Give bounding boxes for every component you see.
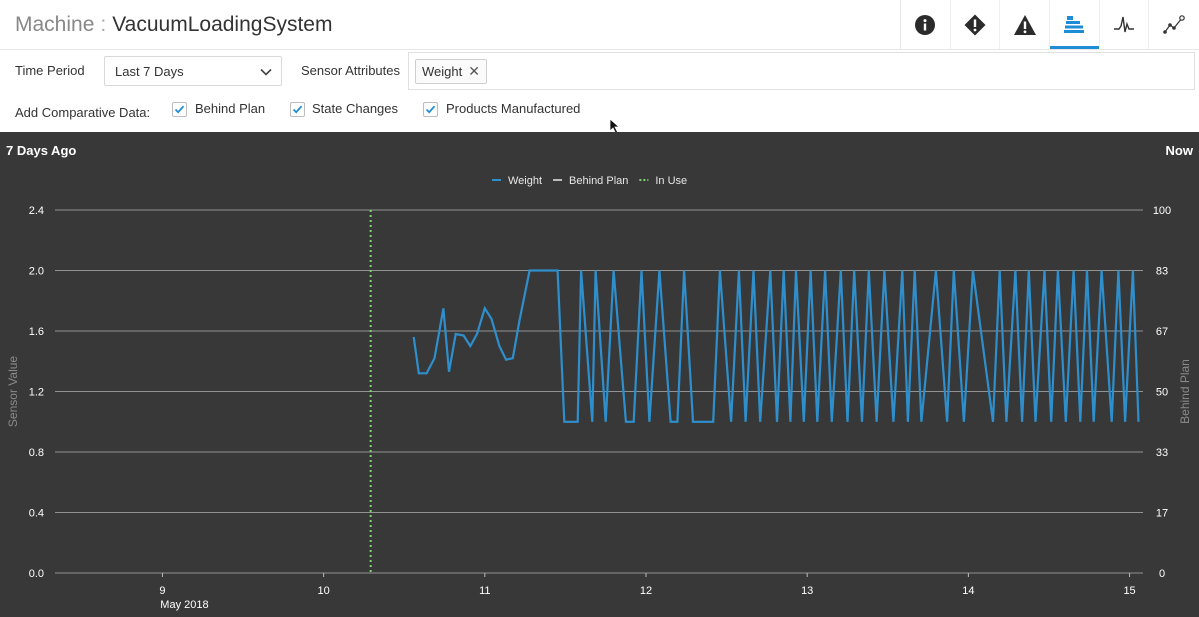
behind-plan-checkbox-label[interactable]: Behind Plan [195,101,266,116]
state-changes-checkbox-label[interactable]: State Changes [312,101,399,116]
range-start-label: 7 Days Ago [6,143,77,158]
attribute-chip-label: Weight [422,64,463,79]
behind-plan-checkbox[interactable] [172,102,187,117]
weight-series-line [412,269,1140,423]
y-tick-label-right: 67 [1156,326,1168,338]
y-tick-label-left: 0.8 [29,447,44,459]
time-period-value: Last 7 Days [115,64,184,79]
products-manufactured-checkbox-label[interactable]: Products Manufactured [446,101,581,116]
y-tick-label-left: 2.4 [29,205,44,217]
state-changes-checkbox[interactable] [290,102,305,117]
products-manufactured-checkbox[interactable] [423,102,438,117]
warning-button[interactable] [1000,0,1050,49]
legend-label: Weight [508,175,542,187]
y-tick-label-left: 0.0 [29,568,44,580]
y-tick-label-left: 1.2 [29,387,44,399]
view-toolbar [899,0,1199,49]
check-icon [425,105,436,114]
legend-label: In Use [655,175,687,187]
x-tick-label: 12 [640,585,652,597]
x-tick-label: 11 [479,585,490,597]
waveform-icon [1113,16,1134,32]
x-tick-label: 13 [801,585,813,597]
x-tick-sublabel: May 2018 [160,599,208,611]
range-end-label: Now [1165,143,1193,158]
attribute-chip-weight: Weight ✕ [415,59,487,84]
title-prefix: Machine [15,13,95,36]
check-icon [292,105,303,114]
page-header: Machine: VacuumLoadingSystem [0,0,1199,50]
y-tick-label-left: 1.6 [29,326,44,338]
check-icon [174,105,185,114]
scatter-icon [1163,14,1185,34]
remove-chip-icon[interactable]: ✕ [468,63,480,79]
diamond-alert-button[interactable] [951,0,1001,49]
x-tick-label: 9 [159,585,165,597]
x-tick-label: 10 [318,585,330,597]
y-tick-label-right: 33 [1156,447,1168,459]
x-tick-label: 15 [1123,585,1135,597]
y-tick-label-left: 0.4 [29,508,44,520]
y-tick-label-right: 100 [1153,205,1171,217]
y-tick-label-right: 83 [1156,266,1168,278]
title-separator: : [100,13,107,36]
info-icon [915,14,936,35]
layers-button[interactable] [1049,0,1100,49]
sensor-attributes-label: Sensor Attributes [301,63,400,78]
page-title: Machine: VacuumLoadingSystem [15,11,332,39]
chevron-down-icon [260,68,272,76]
y-tick-label-right: 0 [1159,568,1165,580]
chart-panel: 7 Days Ago Now 0.0 0 0.4 17 0.8 33 1.2 50 1.6 67 2… [0,132,1199,617]
sensor-attributes-input[interactable]: Weight ✕ [408,52,1195,90]
y-axis-title-right: Behind Plan [1178,359,1192,424]
chart-legend: Weight Behind Plan In Use [492,175,687,187]
y-tick-label-left: 2.0 [29,266,44,278]
time-period-label: Time Period [15,63,85,78]
x-tick-label: 14 [962,585,974,597]
warning-icon [1013,14,1036,35]
waveform-button[interactable] [1100,0,1150,49]
y-tick-label-right: 50 [1156,387,1168,399]
info-button[interactable] [901,0,951,49]
comparative-data-label: Add Comparative Data: [15,105,151,120]
y-axis-title-left: Sensor Value [6,356,20,427]
time-period-select[interactable]: Last 7 Days [104,56,282,86]
legend-label: Behind Plan [569,175,628,187]
layers-icon [1064,15,1085,33]
diamond-alert-icon [964,14,986,35]
sensor-line-chart: 0.0 0 0.4 17 0.8 33 1.2 50 1.6 67 2.0 83 2.4 100 Senso… [6,175,1192,611]
y-tick-label-right: 17 [1156,508,1168,520]
machine-name: VacuumLoadingSystem [112,13,333,36]
scatter-button[interactable] [1149,0,1199,49]
